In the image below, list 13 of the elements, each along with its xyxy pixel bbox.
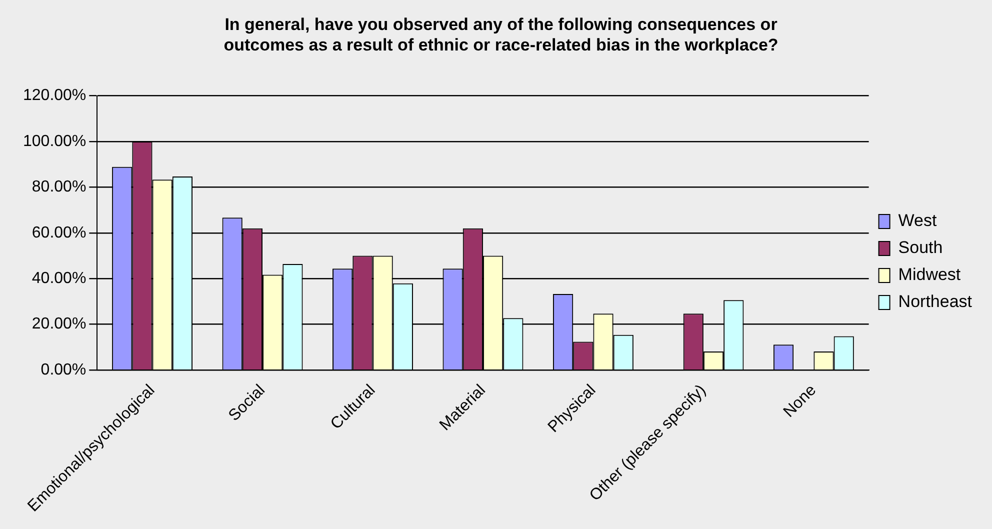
- y-tick-label: 0.00%: [40, 361, 86, 378]
- legend-label: Midwest: [898, 265, 961, 284]
- text: outcomes as a result of ethnic or race-related bias in the workplace?: [224, 35, 778, 54]
- legend-label: Northeast: [898, 292, 972, 312]
- y-tick-label: 40.00%: [32, 270, 86, 288]
- legend-label: West: [898, 211, 937, 230]
- y-tick-label: 120.00%: [22, 87, 86, 104]
- y-tick-label: 100.00%: [22, 132, 86, 150]
- y-tick-label: 80.00%: [32, 178, 86, 196]
- y-tick-label: 60.00%: [32, 224, 86, 242]
- text: In general, have you observed any of the following consequences or: [224, 14, 778, 34]
- legend-label: South: [898, 238, 943, 258]
- y-tick-label: 20.00%: [32, 316, 86, 333]
